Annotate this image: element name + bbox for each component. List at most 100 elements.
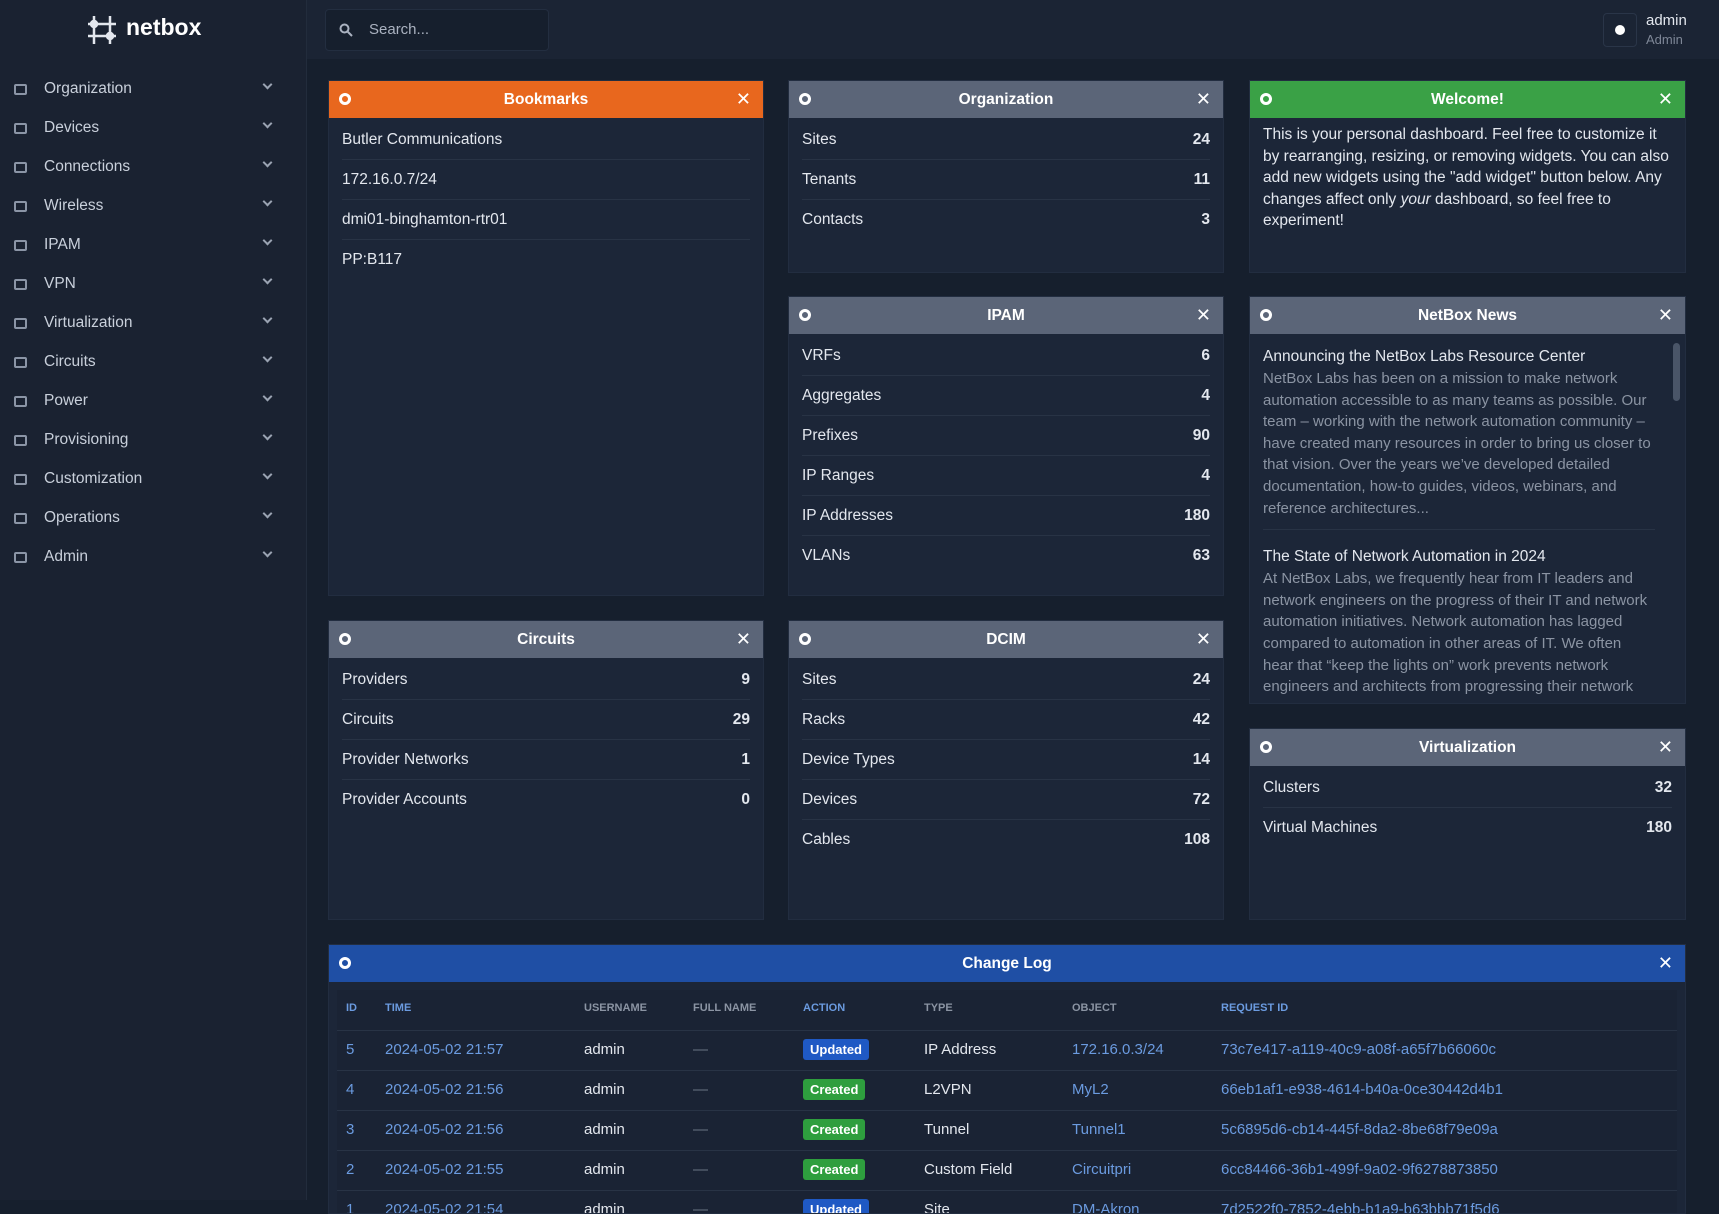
nav-item[interactable]: Virtualization [14, 306, 279, 340]
stat-row: Provider Accounts 0 [342, 780, 750, 820]
gear-icon[interactable] [339, 957, 351, 969]
nav-item[interactable]: Wireless [14, 189, 279, 223]
nav-item[interactable]: VPN [14, 267, 279, 301]
cell[interactable]: Tunnel1 [1072, 1121, 1126, 1138]
close-button[interactable]: ✕ [735, 629, 751, 649]
stat-label[interactable]: VRFs [802, 346, 841, 364]
gear-icon[interactable] [1260, 309, 1272, 321]
stat-label[interactable]: Devices [802, 790, 858, 808]
close-button[interactable]: ✕ [1657, 305, 1673, 325]
gear-icon[interactable] [339, 93, 351, 105]
nav-item[interactable]: Provisioning [14, 423, 279, 457]
stat-value: 4 [1201, 386, 1210, 404]
cell[interactable]: 66eb1af1-e938-4614-b40a-0ce30442d4b1 [1221, 1081, 1503, 1098]
bookmark[interactable]: dmi01-binghamton-rtr01 [342, 210, 508, 228]
stat-value: 0 [741, 791, 750, 808]
close-button[interactable]: ✕ [735, 89, 751, 109]
stat-label[interactable]: Aggregates [802, 386, 882, 404]
stat-label[interactable]: Contacts [802, 211, 864, 228]
cell[interactable]: MyL2 [1072, 1081, 1109, 1098]
nav-label: IPAM [44, 236, 81, 253]
close-button[interactable]: ✕ [1195, 629, 1211, 649]
stat-label[interactable]: Clusters [1263, 778, 1320, 796]
close-button[interactable]: ✕ [1657, 89, 1673, 109]
row-divider [337, 1190, 1677, 1191]
stat-label[interactable]: IP Ranges [802, 466, 875, 484]
stat-row: Contacts 3 [802, 200, 1210, 240]
nav-item[interactable]: Devices [14, 111, 279, 145]
stat-value: 180 [1646, 819, 1672, 836]
bookmark-row: PP:B117 [342, 240, 750, 280]
cell[interactable]: 1 [346, 1201, 355, 1214]
cell[interactable]: Circuitpri [1072, 1161, 1132, 1178]
gear-icon[interactable] [799, 309, 811, 321]
stat-label[interactable]: VLANs [802, 547, 851, 564]
stat-label[interactable]: Racks [802, 710, 846, 728]
cell[interactable]: 3 [346, 1121, 355, 1138]
nav-item[interactable]: Power [14, 384, 279, 418]
nav-item[interactable]: Organization [14, 72, 279, 106]
search-placeholder: Search... [369, 21, 430, 38]
gear-icon[interactable] [339, 633, 351, 645]
nav-label: Customization [44, 470, 143, 487]
table: ID TIME USERNAME FULL NAME ACTION TYPE OBJECT R… [337, 990, 1677, 1214]
stat-label[interactable]: Providers [342, 670, 408, 688]
theme-toggle[interactable] [1603, 13, 1637, 47]
cell[interactable]: DM-Akron [1072, 1201, 1140, 1214]
nav-item[interactable]: Circuits [14, 345, 279, 379]
cell[interactable]: 2024-05-02 21:54 [385, 1201, 504, 1214]
close-button[interactable]: ✕ [1657, 737, 1673, 757]
close-button[interactable]: ✕ [1657, 953, 1673, 973]
search-box[interactable]: Search... [325, 9, 549, 51]
bookmark-row: 172.16.0.7/24 [342, 160, 750, 200]
stat-label[interactable]: IP Addresses [802, 506, 894, 524]
cell[interactable]: 73c7e417-a119-40c9-a08f-a65f7b66060c [1221, 1041, 1496, 1058]
cell[interactable]: 5c6895d6-cb14-445f-8da2-8be68f79e09a [1221, 1121, 1498, 1138]
gear-icon[interactable] [1260, 93, 1272, 105]
nav-icon [14, 83, 27, 95]
stat-label[interactable]: Prefixes [802, 426, 858, 444]
user-name[interactable]: admin [1646, 12, 1687, 29]
bookmark[interactable]: 172.16.0.7/24 [342, 170, 437, 188]
column-header: USERNAME [584, 1002, 647, 1014]
nav-item[interactable]: Customization [14, 462, 279, 496]
nav-item[interactable]: Connections [14, 150, 279, 184]
close-button[interactable]: ✕ [1195, 89, 1211, 109]
logo-icon [88, 16, 116, 44]
gear-icon[interactable] [799, 633, 811, 645]
stat-label[interactable]: Sites [802, 130, 837, 148]
stat-label[interactable]: Virtual Machines [1263, 819, 1378, 836]
widget: Bookmarks ✕ Butler Communications 172.16.0.… [328, 80, 764, 596]
bookmark[interactable]: Butler Communications [342, 130, 503, 148]
nav-item[interactable]: Operations [14, 501, 279, 535]
stat-label[interactable]: Circuits [342, 710, 394, 728]
column-header: TIME [385, 1002, 412, 1014]
cell[interactable]: 2024-05-02 21:56 [385, 1121, 504, 1138]
cell[interactable]: 5 [346, 1041, 355, 1058]
cell[interactable]: 2024-05-02 21:57 [385, 1041, 504, 1058]
cell[interactable]: 6cc84466-36b1-499f-9a02-9f6278873850 [1221, 1161, 1498, 1178]
cell[interactable]: 4 [346, 1081, 355, 1098]
gear-icon[interactable] [1260, 741, 1272, 753]
cell[interactable]: 2 [346, 1161, 355, 1178]
nav-item[interactable]: Admin [14, 540, 279, 574]
cell[interactable]: 7d2522f0-7852-4ebb-b1a9-b63bbb71f5d6 [1221, 1201, 1500, 1214]
news-title[interactable]: Announcing the NetBox Labs Resource Cent… [1263, 348, 1586, 365]
cell[interactable]: 172.16.0.3/24 [1072, 1041, 1164, 1058]
stat-label[interactable]: Provider Networks [342, 750, 469, 768]
bookmark[interactable]: PP:B117 [342, 251, 403, 268]
nav-item[interactable]: IPAM [14, 228, 279, 262]
close-button[interactable]: ✕ [1195, 305, 1211, 325]
stat-label[interactable]: Tenants [802, 170, 857, 188]
cell[interactable]: 2024-05-02 21:55 [385, 1161, 504, 1178]
stat-label[interactable]: Device Types [802, 750, 895, 768]
stat-label[interactable]: Sites [802, 670, 837, 688]
nav-icon [14, 395, 27, 407]
stat-label[interactable]: Provider Accounts [342, 791, 467, 808]
cell: — [693, 1161, 708, 1178]
stat-row: Providers 9 [342, 660, 750, 700]
stat-label[interactable]: Cables [802, 831, 851, 848]
cell[interactable]: 2024-05-02 21:56 [385, 1081, 504, 1098]
news-title[interactable]: The State of Network Automation in 2024 [1263, 548, 1546, 566]
gear-icon[interactable] [799, 93, 811, 105]
